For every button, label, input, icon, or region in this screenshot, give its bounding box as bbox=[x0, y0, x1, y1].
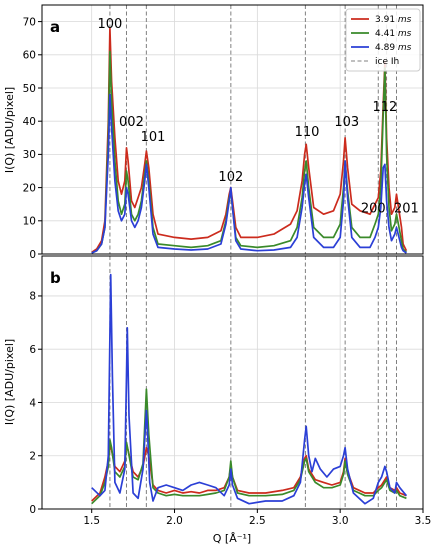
panel-a-series bbox=[91, 27, 408, 254]
y-tick-label: 0 bbox=[29, 249, 36, 261]
legend-entry: ice Ih bbox=[375, 57, 399, 67]
x-tick-label: 3.5 bbox=[415, 515, 432, 527]
legend-entry: 4.41 ms bbox=[375, 29, 412, 39]
series-line-4-89-ms bbox=[91, 93, 407, 254]
panel-b-frame bbox=[41, 255, 424, 510]
panel-a-letter: a bbox=[50, 18, 60, 36]
x-tick-label: 2.0 bbox=[166, 515, 183, 527]
peak-label-112: 112 bbox=[372, 100, 397, 115]
legend-box bbox=[345, 8, 421, 72]
legend-entry: 3.91 ms bbox=[375, 15, 412, 25]
panel-b-ice-reference-lines bbox=[109, 256, 397, 509]
peak-label-002: 002 bbox=[119, 115, 144, 130]
x-tick-label: 2.5 bbox=[249, 515, 266, 527]
peak-label-200: 200 bbox=[361, 202, 386, 217]
peak-label-103: 103 bbox=[334, 115, 359, 130]
panel-b-ylabel: I(Q) [ADU/pixel] bbox=[3, 339, 16, 425]
y-tick-label: 60 bbox=[23, 50, 36, 62]
peak-label-102: 102 bbox=[218, 170, 243, 185]
series-line-4-89-ms bbox=[91, 273, 408, 505]
x-tick-label: 3.0 bbox=[332, 515, 349, 527]
panel-b-x-ticks: 1.5 2.0 2.5 3.0 3.5 bbox=[83, 509, 431, 527]
panel-b: 0 2 4 6 8 1.5 2.0 2.5 3.0 3.5 b I(Q) [ADU/pixel]… bbox=[3, 255, 431, 545]
panel-a-ylabel: I(Q) [ADU/pixel] bbox=[3, 87, 16, 173]
legend: 3.91 ms 4.41 ms 4.89 ms ice Ih bbox=[345, 8, 421, 72]
y-tick-label: 20 bbox=[23, 182, 36, 194]
y-tick-label: 10 bbox=[23, 216, 36, 228]
panel-b-grid bbox=[42, 256, 423, 509]
peak-label-201: 201 bbox=[394, 202, 419, 217]
panel-a-frame bbox=[41, 4, 424, 255]
peak-label-110: 110 bbox=[295, 125, 320, 140]
y-tick-label: 70 bbox=[23, 16, 36, 28]
series-line-4-41-ms bbox=[91, 50, 408, 254]
peak-label-101: 101 bbox=[141, 130, 166, 145]
y-tick-label: 0 bbox=[29, 504, 36, 516]
peak-label-100: 100 bbox=[98, 17, 123, 32]
series-line-4-41-ms bbox=[91, 388, 407, 505]
y-tick-label: 2 bbox=[29, 451, 36, 463]
legend-entry: 4.89 ms bbox=[375, 43, 412, 53]
y-tick-label: 30 bbox=[23, 149, 36, 161]
panel-b-y-ticks: 0 2 4 6 8 bbox=[29, 291, 42, 516]
y-tick-label: 4 bbox=[29, 397, 36, 409]
x-tick-label: 1.5 bbox=[83, 515, 100, 527]
y-tick-label: 40 bbox=[23, 116, 36, 128]
y-tick-label: 6 bbox=[29, 344, 36, 356]
x-axis-title: Q [Å⁻¹] bbox=[213, 532, 251, 545]
panel-a-y-ticks: 0 10 20 30 40 50 60 70 bbox=[23, 16, 42, 261]
panel-b-series bbox=[91, 273, 408, 505]
y-tick-label: 8 bbox=[29, 291, 36, 303]
panel-b-letter: b bbox=[50, 269, 61, 287]
y-tick-label: 50 bbox=[23, 83, 36, 95]
